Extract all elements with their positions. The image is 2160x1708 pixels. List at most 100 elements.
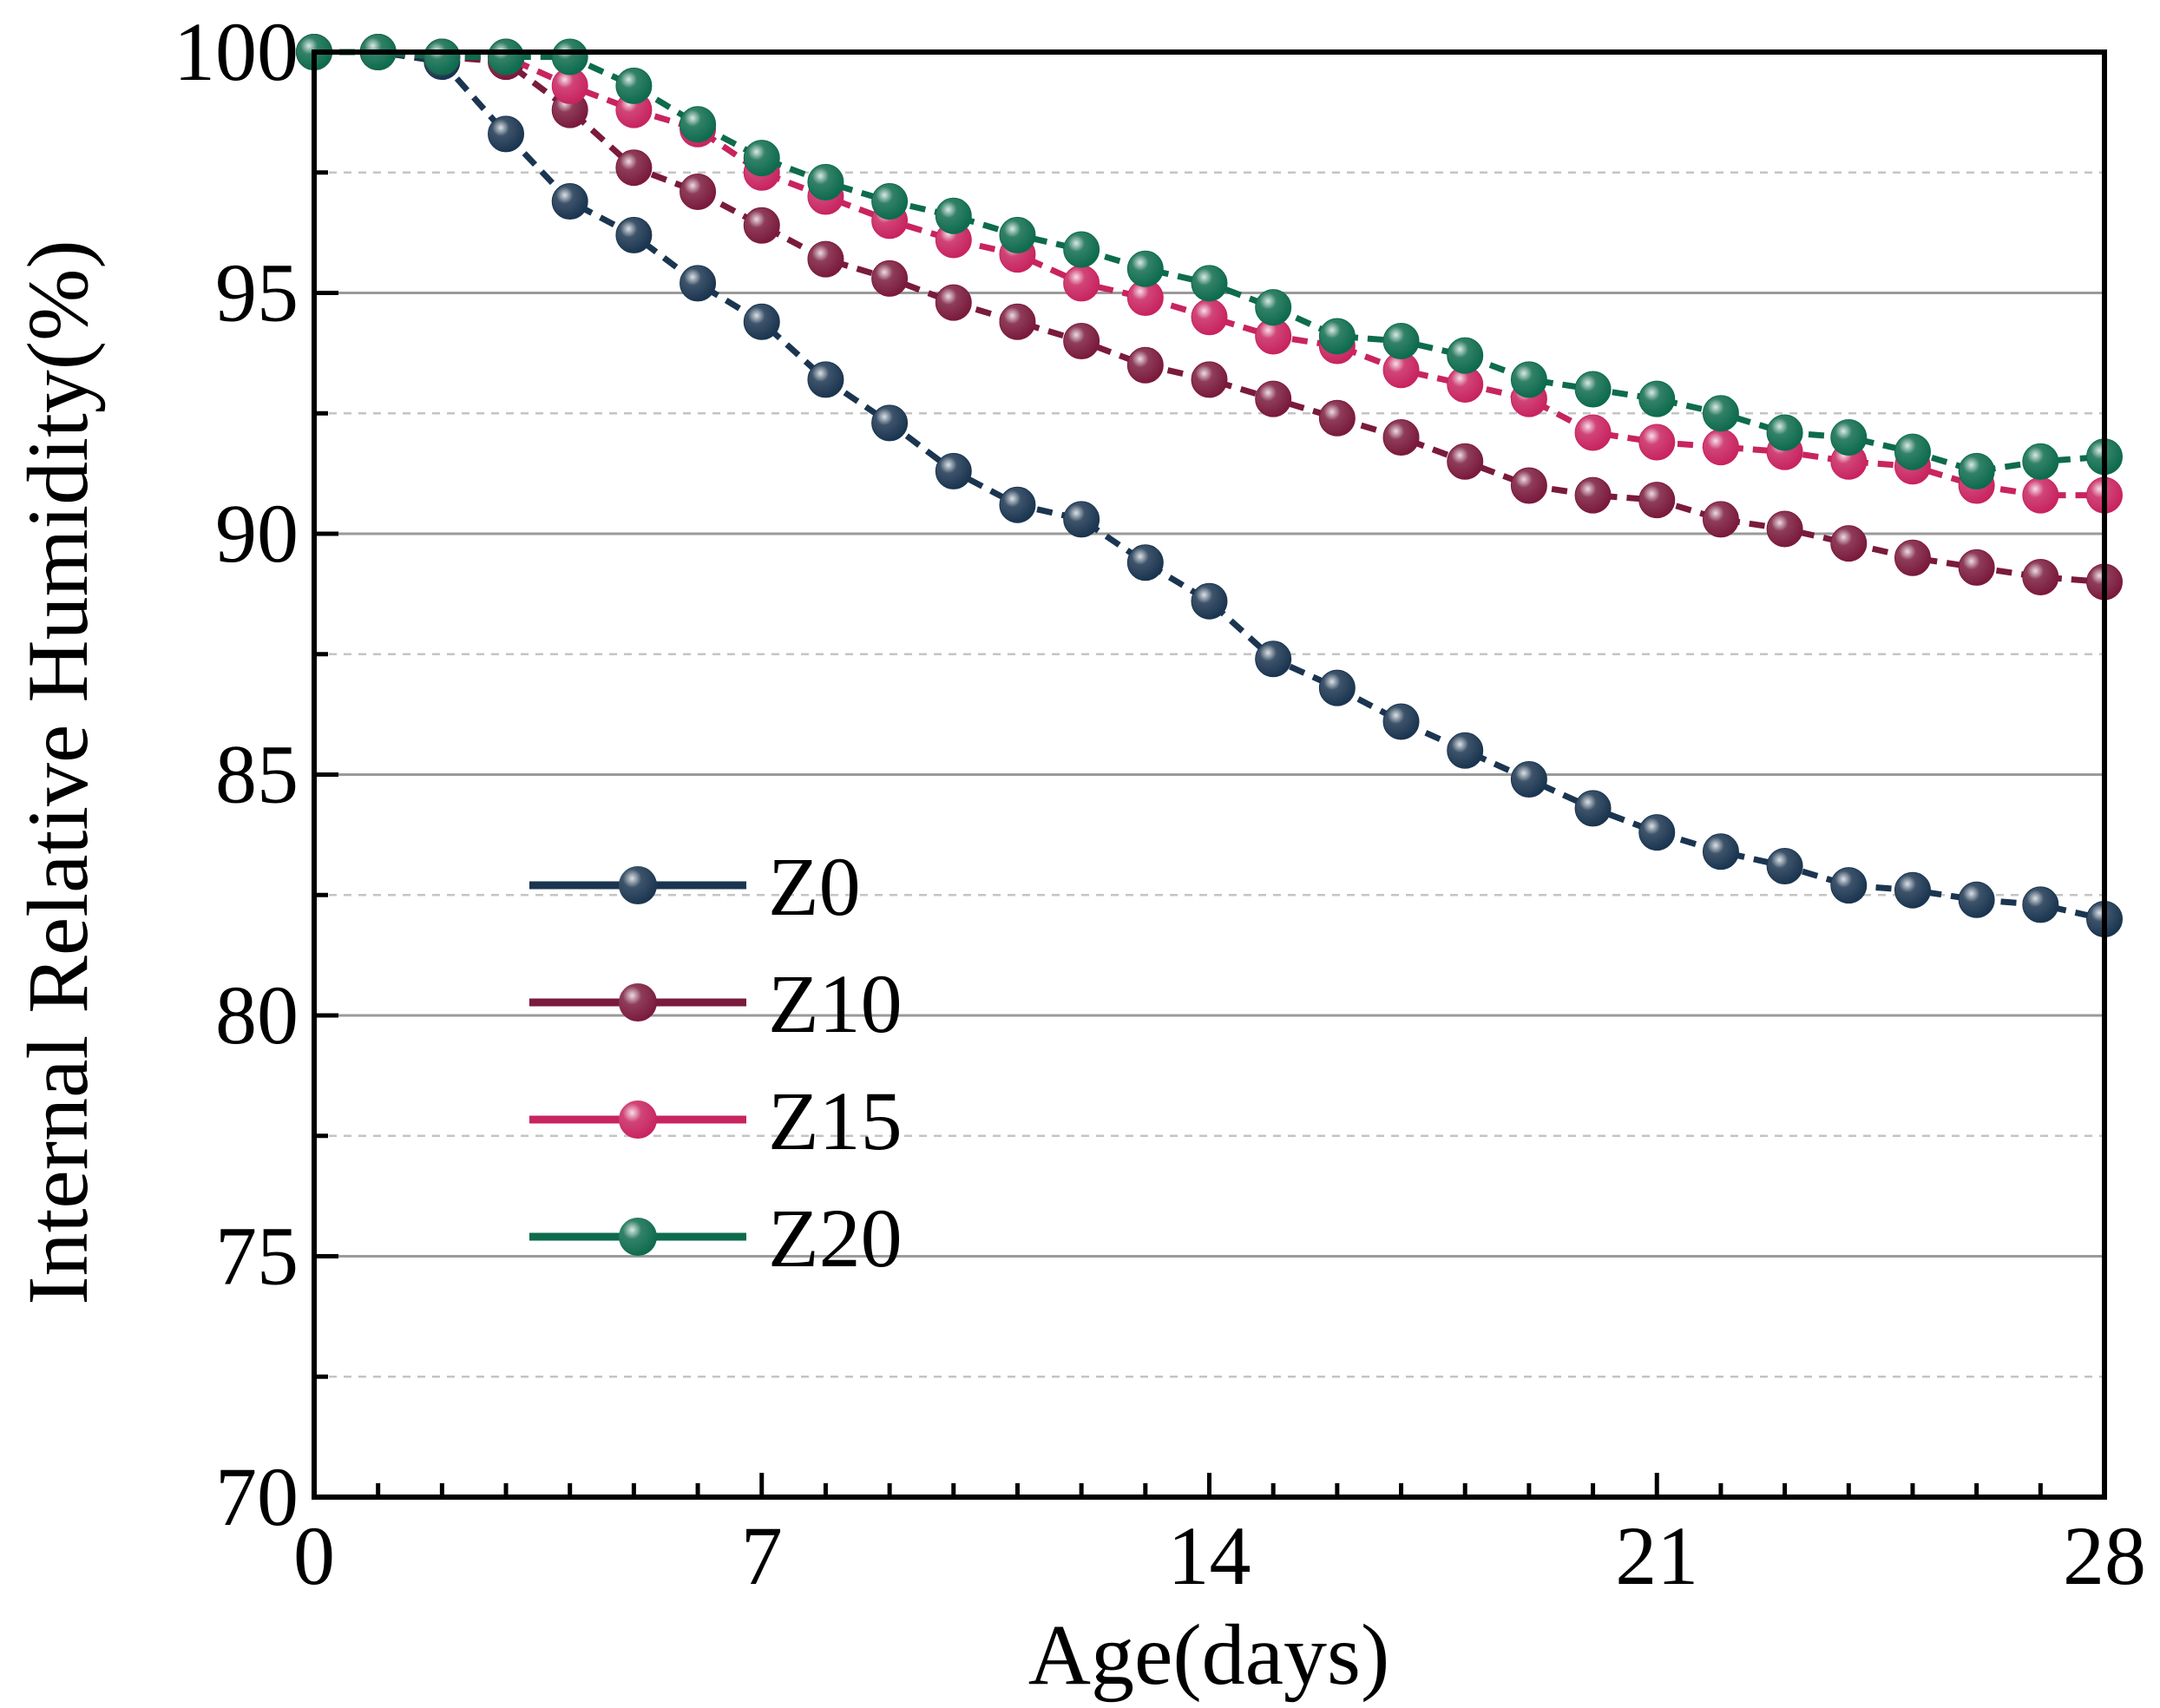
data-point-shine [1064,266,1100,301]
data-point-shine [936,285,971,320]
data-point-shine [2023,443,2058,479]
data-point-shine [424,39,460,75]
data-point-shine [744,141,779,176]
data-point-shine [1511,362,1546,397]
legend: Z0 Z10 Z15 Z20 [529,840,903,1284]
y-tick-label: 80 [215,969,299,1061]
plot-series [296,34,2123,937]
data-point-shine [1703,430,1738,465]
data-point-shine [1064,502,1100,537]
data-point-shine [1703,834,1738,870]
data-point-shine [1319,319,1355,354]
data-point-shine [680,107,716,142]
data-point-shine [1575,371,1611,407]
data-point-shine [936,453,971,489]
legend-label: Z0 [768,840,861,933]
y-tick-label: 95 [215,246,299,339]
data-point-shine [1831,420,1867,455]
data-point-shine [1959,453,1994,489]
data-point-shine [1192,362,1227,397]
data-point-shine [1383,420,1419,455]
data-point-shine [1064,324,1100,358]
legend-label: Z15 [768,1074,903,1167]
y-tick-label: 75 [215,1210,299,1303]
data-point-shine [1894,540,1930,575]
data-point-shine [1256,319,1291,354]
data-point-shine [744,304,779,339]
data-point-shine [680,266,716,301]
data-point-shine [808,241,844,277]
y-tick-label: 90 [215,487,299,580]
data-point-shine [808,362,844,397]
x-tick-label: 7 [741,1509,783,1602]
series-line [314,49,2105,923]
data-point-shine [872,405,908,441]
data-point-shine [1511,468,1546,503]
y-tick-label: 100 [174,5,299,98]
legend-marker-shine [619,866,657,904]
data-point-shine [1256,641,1291,677]
grid [314,171,2104,1378]
legend-label: Z20 [768,1192,903,1284]
data-point-shine [1192,299,1227,335]
legend-marker-shine [619,1100,657,1139]
legend-item-z15: Z15 [529,1074,903,1167]
data-point-shine [616,68,652,103]
legend-marker-shine [619,1218,657,1256]
legend-marker-shine [619,983,657,1022]
legend-item-z10: Z10 [529,957,903,1050]
data-point-shine [744,207,779,243]
data-point-shine [1894,872,1930,908]
data-point-shine [1767,511,1802,547]
data-point-shine [1448,338,1483,373]
data-point-shine [1831,526,1867,562]
x-tick-label: 21 [1615,1509,1698,1602]
data-point-shine [1703,502,1738,537]
data-point-shine [1448,443,1483,479]
series-line [314,49,2105,585]
data-point-shine [1319,670,1355,706]
data-point-shine [1127,347,1163,383]
data-point-shine [872,184,908,220]
data-point-shine [1383,704,1419,739]
y-axis-title: Internal Relative Humidity(%) [10,240,106,1304]
legend-item-z0: Z0 [529,840,861,933]
data-point-shine [1192,266,1227,301]
data-point-shine [1192,583,1227,619]
series-z20 [296,34,2123,489]
data-point-shine [1767,848,1802,884]
data-point-shine [552,184,588,220]
data-point-shine [2023,887,2058,923]
data-point-shine [1639,381,1675,417]
data-point-shine [1767,415,1802,450]
data-point-shine [1000,304,1035,339]
data-point-shine [489,39,524,75]
data-point-shine [1448,366,1483,402]
data-point-shine [1831,868,1867,903]
data-point-shine [1448,732,1483,768]
data-point-shine [1127,545,1163,581]
data-point-shine [1511,762,1546,798]
data-point-shine [1127,251,1163,286]
data-point-shine [1894,434,1930,470]
data-point-shine [1064,232,1100,267]
data-point-shine [808,164,844,200]
series-z10 [296,34,2123,601]
data-point-shine [1000,217,1035,253]
data-point-shine [1127,280,1163,316]
data-point-shine [1959,882,1994,917]
data-point-shine [1639,483,1675,518]
data-point-shine [2023,477,2058,513]
data-point-shine [936,198,971,233]
x-tick-label: 28 [2063,1509,2146,1602]
data-point-shine [489,116,524,152]
data-point-shine [552,39,588,75]
legend-label: Z10 [768,957,903,1050]
y-tick-label: 70 [215,1450,299,1543]
data-point-shine [1256,381,1291,417]
axes: 0 7 14 21 28 70 75 80 85 90 95 100 [174,5,2146,1602]
data-point-shine [1319,400,1355,436]
data-point-shine [1256,290,1291,325]
data-point-shine [1703,396,1738,431]
